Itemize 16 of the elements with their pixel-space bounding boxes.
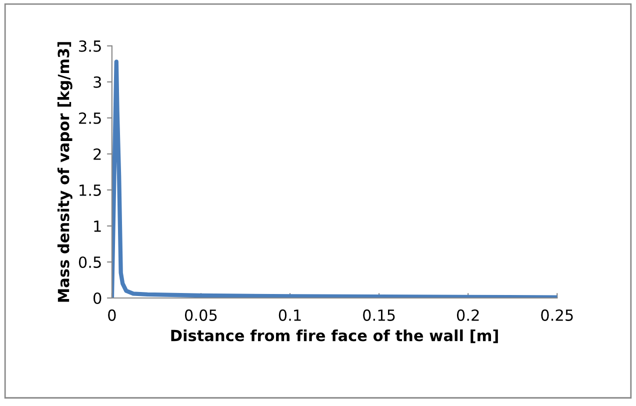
y-tick-label: 3: [94, 76, 101, 88]
y-tick-label: 2.5: [79, 112, 101, 124]
y-tick-label: 0.5: [78, 256, 101, 268]
y-tick-label: 1: [94, 220, 101, 232]
y-tick-label: 2: [94, 148, 101, 160]
x-tick-label: 0.2: [456, 309, 479, 321]
x-tick-label: 0.25: [541, 309, 573, 321]
y-tick-label: 1.5: [80, 184, 101, 196]
x-axis-title: Distance from fire face of the wall [m]: [171, 329, 498, 344]
x-tick-label: 0.05: [184, 309, 217, 321]
y-tick-label: 3.5: [79, 40, 101, 52]
x-tick-label: 0: [108, 309, 116, 321]
x-tick-label: 0.15: [363, 309, 395, 321]
x-tick-label: 0.1: [278, 309, 301, 321]
y-tick-label: 0: [94, 292, 102, 304]
y-axis-title: Mass density of vapor [kg/m3]: [57, 42, 72, 302]
